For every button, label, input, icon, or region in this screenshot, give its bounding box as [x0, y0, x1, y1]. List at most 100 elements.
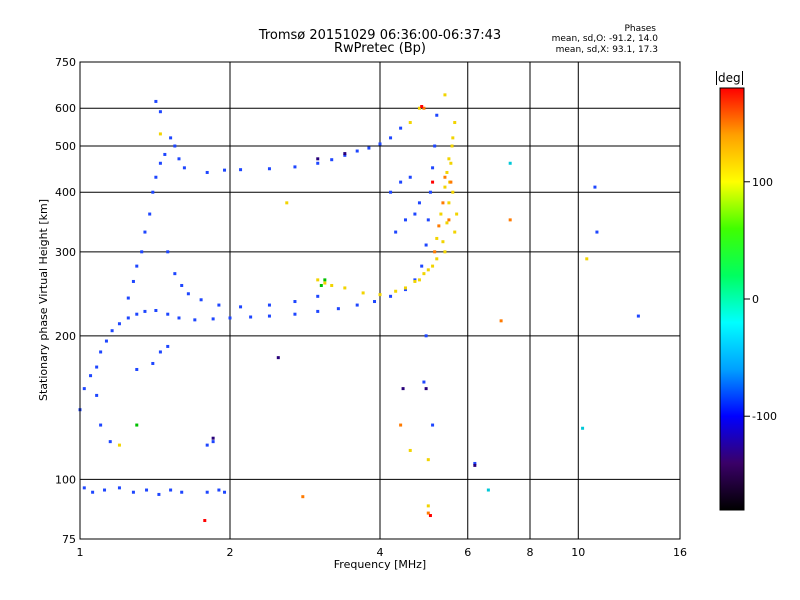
data-point	[403, 286, 407, 290]
x-tick-label: 1	[77, 546, 84, 559]
data-point	[595, 230, 599, 234]
data-point	[447, 157, 451, 161]
data-point	[413, 212, 417, 216]
data-point	[319, 283, 323, 287]
data-point	[593, 185, 597, 189]
data-point	[417, 278, 421, 282]
data-point	[158, 350, 162, 354]
data-point	[217, 303, 221, 307]
data-point	[117, 322, 121, 326]
data-point	[82, 387, 86, 391]
data-points	[78, 93, 640, 523]
data-point	[581, 426, 585, 430]
y-tick-label: 600	[55, 102, 76, 115]
data-point	[435, 113, 439, 117]
phase-heading: Phases	[624, 24, 656, 34]
data-point	[89, 374, 93, 378]
data-point	[394, 289, 398, 293]
data-point	[205, 170, 209, 174]
colorbar-tick-label: 100	[752, 176, 773, 189]
data-point	[103, 488, 107, 492]
data-point	[508, 218, 512, 222]
phase-stats-x: mean, sd,X: 93.1, 17.3	[555, 45, 658, 55]
data-point	[267, 167, 271, 171]
data-point	[228, 316, 232, 320]
data-point	[99, 350, 103, 354]
data-point	[428, 514, 432, 518]
data-point	[186, 292, 190, 296]
data-point	[426, 268, 430, 272]
data-point	[441, 201, 445, 205]
data-point	[361, 291, 365, 295]
data-point	[169, 488, 173, 492]
phase-stats-o: mean, sd,O: -91.2, 14.0	[551, 34, 658, 44]
x-tick-label: 2	[227, 546, 234, 559]
data-point	[99, 423, 103, 427]
data-point	[223, 490, 227, 494]
data-point	[447, 218, 451, 222]
data-point	[267, 314, 271, 318]
data-point	[108, 440, 112, 444]
data-point	[285, 201, 289, 205]
data-point	[203, 519, 207, 523]
data-point	[166, 250, 170, 254]
y-tick-label: 100	[55, 473, 76, 486]
data-point	[110, 329, 114, 333]
data-point	[91, 490, 95, 494]
data-point	[223, 168, 227, 172]
colorbar-title: deg	[716, 71, 743, 85]
colorbar-tick-label: -100	[752, 410, 777, 423]
data-point	[239, 305, 243, 309]
data-point	[453, 121, 457, 125]
data-point	[95, 365, 99, 369]
data-point	[177, 316, 181, 320]
data-point	[180, 283, 184, 287]
data-point	[316, 294, 320, 298]
data-point	[449, 180, 453, 184]
data-point	[420, 105, 424, 109]
data-point	[166, 344, 170, 348]
data-point	[439, 212, 443, 216]
data-point	[636, 314, 640, 318]
x-tick-label: 10	[571, 546, 585, 559]
data-point	[408, 175, 412, 179]
data-point	[486, 488, 490, 492]
data-point	[180, 490, 184, 494]
data-point	[433, 250, 437, 254]
data-point	[199, 298, 203, 302]
data-point	[499, 319, 503, 323]
data-point	[143, 230, 147, 234]
data-point	[413, 278, 417, 282]
data-point	[455, 212, 459, 216]
data-point	[166, 312, 170, 316]
data-point	[336, 307, 340, 311]
data-point	[140, 250, 144, 254]
data-point	[449, 161, 453, 165]
data-point	[177, 157, 181, 161]
data-point	[211, 436, 215, 440]
data-point	[276, 356, 280, 360]
data-point	[323, 281, 327, 285]
data-point	[443, 185, 447, 189]
data-point	[239, 168, 243, 172]
data-point	[173, 272, 177, 276]
data-point	[217, 488, 221, 492]
data-point	[389, 294, 393, 298]
data-point	[193, 318, 197, 322]
chart-title: Tromsø 20151029 06:36:00-06:37:43	[258, 28, 502, 43]
data-point	[428, 190, 432, 194]
data-point	[408, 448, 412, 452]
data-point	[126, 296, 130, 300]
x-axis-ticks: 1 2 4 6 8 10 16	[77, 546, 688, 559]
data-point	[158, 110, 162, 114]
data-point	[95, 393, 99, 397]
data-point	[355, 149, 359, 153]
data-point	[426, 218, 430, 222]
y-tick-label: 500	[55, 140, 76, 153]
data-point	[330, 283, 334, 287]
data-point	[151, 190, 155, 194]
data-point	[117, 486, 121, 490]
colorbar	[719, 87, 745, 511]
data-point	[422, 106, 426, 110]
